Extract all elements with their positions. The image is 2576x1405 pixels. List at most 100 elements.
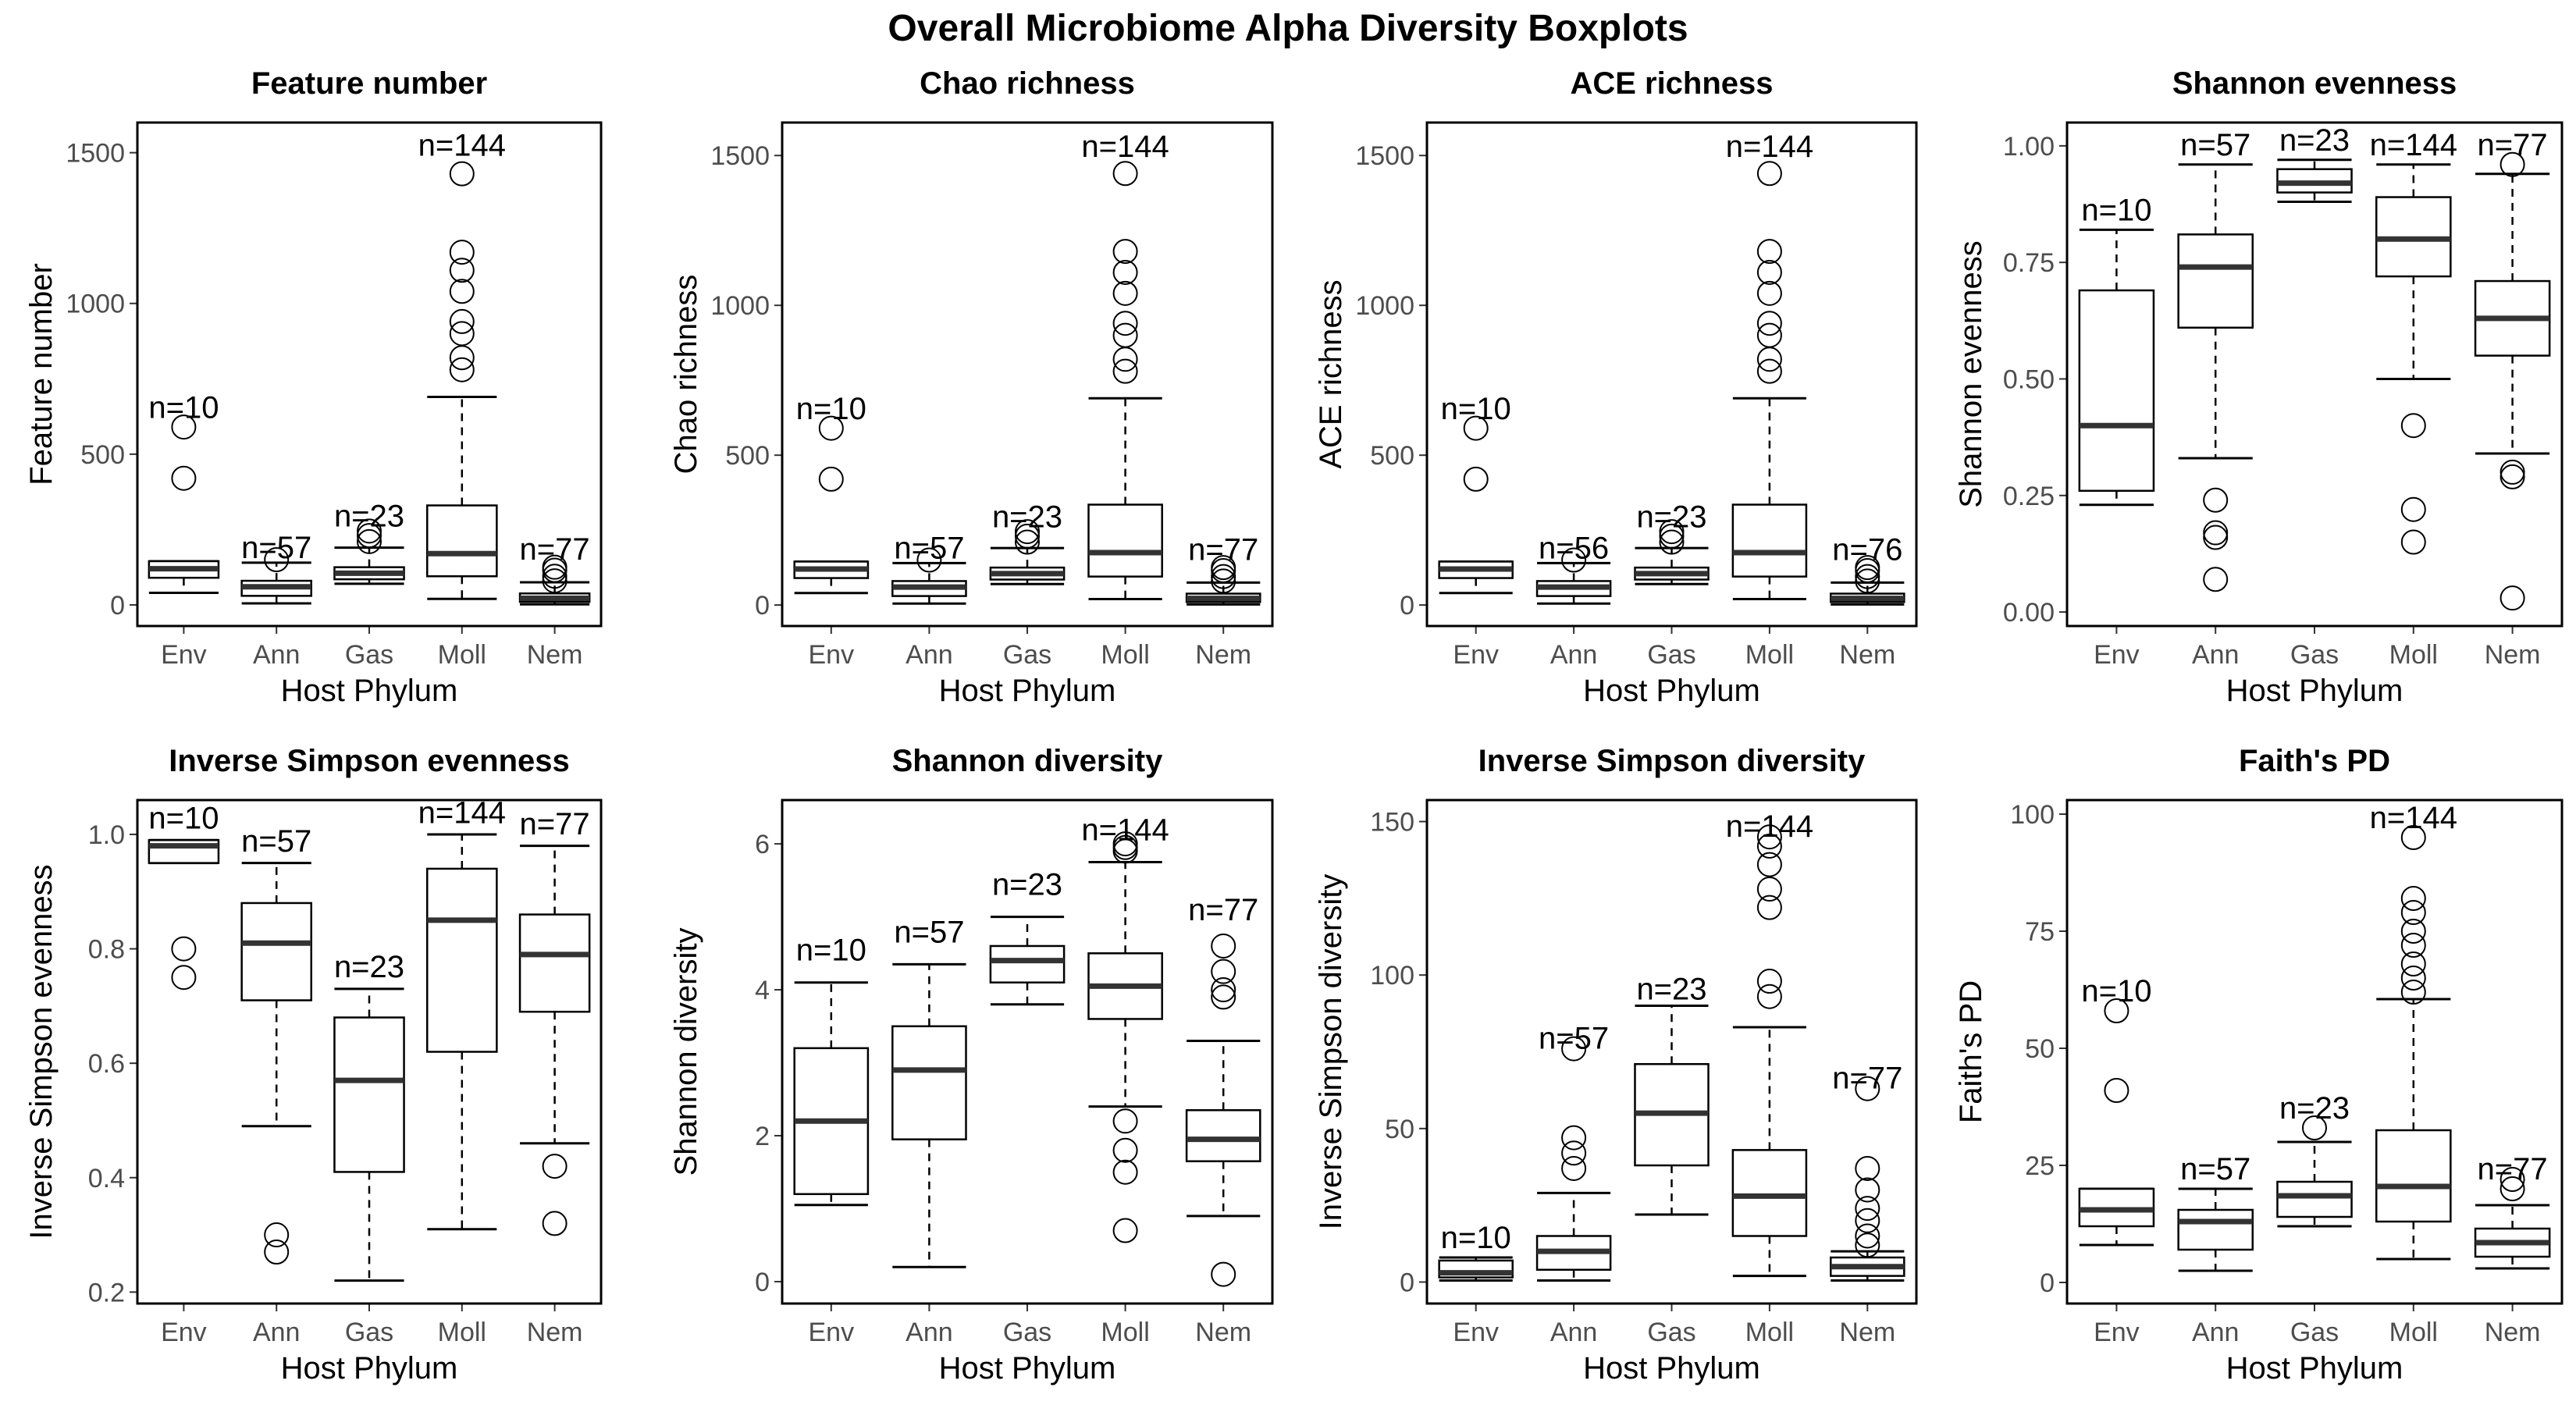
panel-inverse-simpson-diversity-outlier-point-moll (1756, 895, 1782, 920)
panel-ace-richness-y-tick-label: 1000 (1355, 291, 1414, 321)
panel-feature-number-x-axis-title: Host Phylum (281, 674, 458, 708)
panel-inverse-simpson-diversity-outlier-point-moll (1756, 984, 1782, 1009)
panel-faith-s-pd-n-label-ann: n=57 (2180, 1152, 2250, 1186)
panel-faith-s-pd-box-moll: n=144 (2370, 801, 2457, 1261)
panel-chao-richness-n-label-moll: n=144 (1081, 130, 1169, 164)
panel-shannon-evenness-iqr-box-ann (2177, 233, 2254, 329)
panel-inverse-simpson-diversity-y-tick-label: 0 (1400, 1268, 1414, 1297)
panel-ace-richness-outlier-point-env (1463, 415, 1489, 441)
panel-shannon-evenness-y-tick-label: 0.00 (2003, 598, 2055, 628)
panel-ace-richness-outlier-point-moll (1756, 161, 1782, 187)
panel-shannon-diversity-outlier-point-nem (1211, 959, 1236, 984)
panel-ace-richness-x-tick-label-moll: Moll (1745, 640, 1794, 670)
panel-shannon-evenness-box-moll: n=144 (2370, 128, 2457, 555)
panel-faith-s-pd-y-tick-label: 50 (2025, 1034, 2055, 1064)
panel-ace-richness-x-tick-label-ann: Ann (1550, 640, 1598, 670)
panel-ace-richness-box-ann: n=56 (1535, 532, 1612, 605)
panel-inverse-simpson-diversity-y-tick-label: 50 (1385, 1115, 1414, 1144)
panel-inverse-simpson-evenness-outlier-point-ann (264, 1222, 290, 1248)
panel-faith-s-pd-outlier-point-moll (2400, 966, 2426, 991)
panel-feature-number-box-env: n=10 (148, 391, 220, 595)
panel-shannon-diversity-title: Shannon diversity (892, 744, 1163, 778)
panel-faith-s-pd-n-label-env: n=10 (2081, 974, 2151, 1008)
panel-feature-number-outlier-point-ann (264, 547, 290, 573)
panel-feature-number-outlier-point-gas (357, 523, 382, 549)
panel-shannon-diversity-y-tick-label: 0 (755, 1268, 770, 1297)
panel-ace-richness-y-tick-label: 1500 (1355, 141, 1414, 171)
panel-feature-number-y-tick-label: 0 (110, 591, 125, 621)
panel-chao-richness-outlier-point-moll (1112, 161, 1138, 187)
panel-ace-richness-box-gas: n=23 (1634, 500, 1710, 585)
panel-inverse-simpson-diversity-outlier-point-nem (1855, 1232, 1880, 1258)
panel-shannon-diversity-y-axis-title: Shannon diversity (669, 928, 703, 1176)
panel-feature-number-iqr-box-moll (426, 504, 498, 578)
panel-ace-richness-y-tick-label: 500 (1370, 441, 1414, 471)
panel-shannon-evenness-n-label-ann: n=57 (2180, 128, 2250, 162)
panel-faith-s-pd-outlier-point-moll (2400, 951, 2426, 976)
panel-shannon-evenness-y-axis-title: Shannon evenness (1954, 240, 1988, 508)
panel-inverse-simpson-diversity-x-tick-label-ann: Ann (1550, 1318, 1598, 1347)
panel-inverse-simpson-evenness-x-tick-label-ann: Ann (253, 1318, 301, 1347)
panel-feature-number: Feature number Feature number Host Phylum 0… (24, 66, 603, 708)
panel-inverse-simpson-diversity-outlier-point-nem (1855, 1208, 1880, 1233)
panel-chao-richness-outlier-point-env (818, 466, 844, 492)
panel-chao-richness-outlier-point-moll (1112, 239, 1138, 265)
panel-chao-richness-x-tick-label-env: Env (809, 640, 855, 670)
panel-faith-s-pd-y-tick-label: 100 (2010, 800, 2055, 830)
panel-chao-richness-box-nem: n=77 (1185, 533, 1261, 606)
panel-inverse-simpson-diversity-x-tick-label-gas: Gas (1647, 1318, 1695, 1347)
panel-feature-number-outlier-point-env (171, 414, 197, 440)
panel-shannon-diversity-outlier-point-nem (1211, 984, 1236, 1010)
panel-inverse-simpson-diversity-n-label-nem: n=77 (1832, 1062, 1902, 1096)
panel-feature-number-outlier-point-nem (542, 568, 568, 594)
panel-feature-number-box-moll: n=144 (418, 128, 506, 600)
panel-inverse-simpson-diversity-outlier-point-ann (1561, 1140, 1587, 1166)
panel-feature-number-outlier-point-moll (449, 279, 475, 304)
panel-faith-s-pd-outlier-point-nem (2500, 1167, 2525, 1192)
panel-feature-number-n-label-env: n=10 (148, 391, 219, 425)
panel-chao-richness-outlier-point-nem (1211, 564, 1236, 589)
panel-faith-s-pd-outlier-point-env (2104, 1078, 2129, 1103)
panel-inverse-simpson-evenness-outlier-point-env (171, 936, 197, 962)
panel-feature-number-title: Feature number (251, 66, 487, 101)
panel-inverse-simpson-diversity-y-tick-label: 150 (1370, 808, 1414, 838)
panel-ace-richness-outlier-point-gas (1659, 523, 1685, 549)
panel-ace-richness-n-label-env: n=10 (1441, 392, 1511, 426)
panel-ace-richness-box-env: n=10 (1438, 392, 1514, 595)
panel-chao-richness-outlier-point-moll (1112, 280, 1138, 306)
panel-inverse-simpson-evenness-x-axis-title: Host Phylum (281, 1351, 458, 1385)
panel-ace-richness-outlier-point-gas (1659, 529, 1685, 555)
panel-shannon-evenness-outlier-point-moll (2400, 529, 2426, 555)
panel-faith-s-pd-outlier-point-moll (2400, 980, 2426, 1005)
panel-inverse-simpson-evenness-outlier-point-nem (542, 1211, 568, 1236)
panel-ace-richness-n-label-moll: n=144 (1726, 130, 1813, 164)
panel-inverse-simpson-diversity-box-nem: n=77 (1830, 1062, 1905, 1282)
panel-ace-richness-n-label-nem: n=76 (1832, 533, 1902, 567)
panel-inverse-simpson-diversity: Inverse Simpson diversity Inverse Simpson… (1314, 744, 1918, 1385)
panel-shannon-diversity-outlier-point-moll (1112, 1108, 1138, 1134)
panel-faith-s-pd-y-tick-label: 25 (2025, 1151, 2055, 1181)
panel-ace-richness-iqr-box-moll (1731, 503, 1808, 578)
panel-faith-s-pd-outlier-point-gas (2302, 1115, 2327, 1140)
panel-chao-richness-outlier-point-gas (1015, 519, 1040, 545)
panel-chao-richness-y-tick-label: 1000 (710, 291, 770, 321)
panel-feature-number-outlier-point-moll (449, 357, 475, 382)
panel-faith-s-pd-plot-frame (2065, 799, 2564, 1305)
panel-shannon-evenness-x-axis-title: Host Phylum (2226, 674, 2403, 708)
panel-shannon-evenness-x-tick-label-env: Env (2094, 640, 2140, 670)
panel-faith-s-pd-box-env: n=10 (2078, 974, 2155, 1247)
panel-shannon-diversity-n-label-moll: n=144 (1081, 813, 1169, 847)
panel-feature-number-n-label-moll: n=144 (418, 128, 506, 162)
panel-shannon-diversity: Shannon diversity Shannon diversity Host P… (669, 744, 1274, 1385)
panel-faith-s-pd-outlier-point-moll (2400, 900, 2426, 925)
panel-chao-richness-x-tick-label-moll: Moll (1101, 640, 1149, 670)
panel-inverse-simpson-diversity-outlier-point-nem (1855, 1223, 1880, 1249)
panel-chao-richness-outlier-point-moll (1112, 358, 1138, 384)
panel-feature-number-y-axis-title: Feature number (24, 263, 59, 486)
panel-inverse-simpson-evenness-n-label-nem: n=77 (520, 807, 590, 841)
panel-feature-number-outlier-point-nem (542, 554, 568, 580)
panel-feature-number-x-tick-label-gas: Gas (345, 640, 393, 670)
panel-faith-s-pd-x-tick-label-gas: Gas (2290, 1318, 2339, 1347)
panel-shannon-evenness-x-tick-label-moll: Moll (2389, 640, 2438, 670)
